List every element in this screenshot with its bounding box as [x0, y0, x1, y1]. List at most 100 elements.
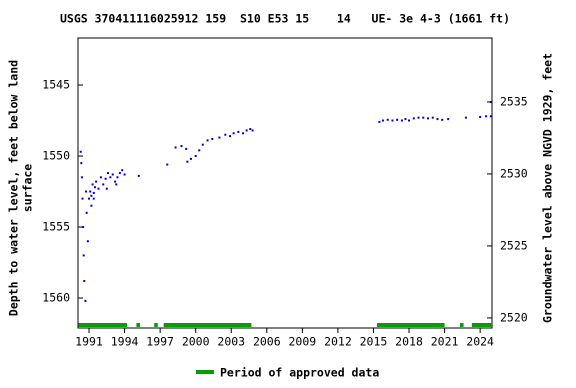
data-point — [400, 119, 403, 122]
x-tick-label: 1997 — [146, 335, 174, 349]
data-point — [404, 118, 407, 121]
data-point — [118, 172, 121, 175]
data-point — [114, 180, 117, 183]
data-point — [85, 211, 88, 214]
data-point — [211, 137, 214, 140]
x-tick-label: 2021 — [431, 335, 459, 349]
data-point — [116, 176, 119, 179]
data-point — [89, 190, 92, 193]
data-point — [80, 176, 83, 179]
data-point — [485, 115, 488, 118]
data-point — [99, 176, 102, 179]
data-point — [90, 204, 93, 207]
data-point — [137, 174, 140, 177]
data-point — [105, 187, 108, 190]
data-point — [201, 143, 204, 146]
approved-period — [136, 323, 140, 327]
data-point — [166, 163, 169, 166]
data-point — [464, 116, 467, 119]
data-point — [245, 129, 248, 132]
data-point — [104, 177, 107, 180]
data-point — [206, 139, 209, 142]
x-tick-label: 1991 — [75, 335, 103, 349]
y-tick-label: 1555 — [42, 220, 70, 234]
data-point — [431, 116, 434, 119]
x-tick-label: 2012 — [324, 335, 352, 349]
data-point — [185, 147, 188, 150]
data-point — [90, 194, 93, 197]
data-point — [249, 128, 252, 131]
data-point — [194, 155, 197, 158]
data-point — [224, 133, 227, 136]
data-point — [91, 183, 94, 186]
data-point — [97, 187, 100, 190]
data-point — [237, 130, 240, 133]
data-point — [95, 180, 98, 183]
approved-period — [471, 323, 492, 327]
data-point — [174, 146, 177, 149]
y2-tick-label: 2520 — [500, 310, 528, 324]
approved-period — [377, 323, 445, 327]
data-point — [218, 136, 221, 139]
data-point — [121, 169, 124, 172]
y-tick-label: 1550 — [42, 149, 70, 163]
x-tick-label: 2015 — [360, 335, 388, 349]
data-point — [417, 116, 420, 119]
x-tick-label: 1994 — [111, 335, 139, 349]
x-tick-label: 2009 — [289, 335, 317, 349]
plot-frame — [77, 37, 493, 329]
x-tick-label: 2006 — [253, 335, 281, 349]
data-point — [102, 183, 105, 186]
approved-period — [154, 323, 158, 327]
data-point — [80, 162, 83, 165]
data-point — [489, 115, 492, 118]
data-point — [82, 254, 85, 257]
data-point — [189, 157, 192, 160]
data-point — [106, 172, 109, 175]
data-point — [386, 118, 389, 121]
y2-axis-label: Groundwater level above NGVD 1929, feet — [541, 53, 555, 323]
data-point — [396, 118, 399, 121]
data-point — [93, 186, 96, 189]
data-point — [123, 173, 126, 176]
data-point — [84, 299, 87, 302]
data-point — [111, 173, 114, 176]
data-point — [92, 197, 95, 200]
x-tick-label: 2003 — [217, 335, 245, 349]
data-point — [109, 176, 112, 179]
data-point — [479, 115, 482, 118]
chart-title: USGS 370411116025912 159 S10 E53 15 14 U… — [60, 12, 510, 26]
legend-label: Period of approved data — [220, 366, 379, 380]
approved-period — [459, 323, 464, 327]
data-point — [232, 132, 235, 135]
data-point — [86, 240, 89, 243]
data-point — [83, 279, 86, 282]
y2-tick-label: 2525 — [500, 238, 528, 252]
data-point — [447, 118, 450, 121]
data-point — [81, 197, 84, 200]
data-point — [391, 119, 394, 122]
data-point — [251, 129, 254, 132]
data-point — [441, 118, 444, 121]
y-tick-label: 1545 — [42, 78, 70, 92]
y-axis-label: Depth to water level, feet below land — [7, 60, 21, 316]
data-point — [115, 183, 118, 186]
data-point — [436, 118, 439, 121]
y-axis-label: surface — [21, 164, 35, 213]
data-point — [186, 160, 189, 163]
data-point — [408, 119, 411, 122]
data-point — [180, 145, 183, 148]
data-point — [88, 197, 91, 200]
data-point — [79, 150, 82, 153]
approved-period — [78, 323, 127, 327]
data-point — [242, 132, 245, 135]
x-tick-label: 2018 — [395, 335, 423, 349]
data-point — [378, 120, 381, 123]
data-point — [412, 117, 415, 120]
y2-tick-label: 2535 — [500, 94, 528, 108]
data-point — [229, 135, 232, 138]
data-point — [489, 101, 492, 104]
y-tick-label: 1560 — [42, 291, 70, 305]
data-point — [381, 119, 384, 122]
data-point — [422, 116, 425, 119]
